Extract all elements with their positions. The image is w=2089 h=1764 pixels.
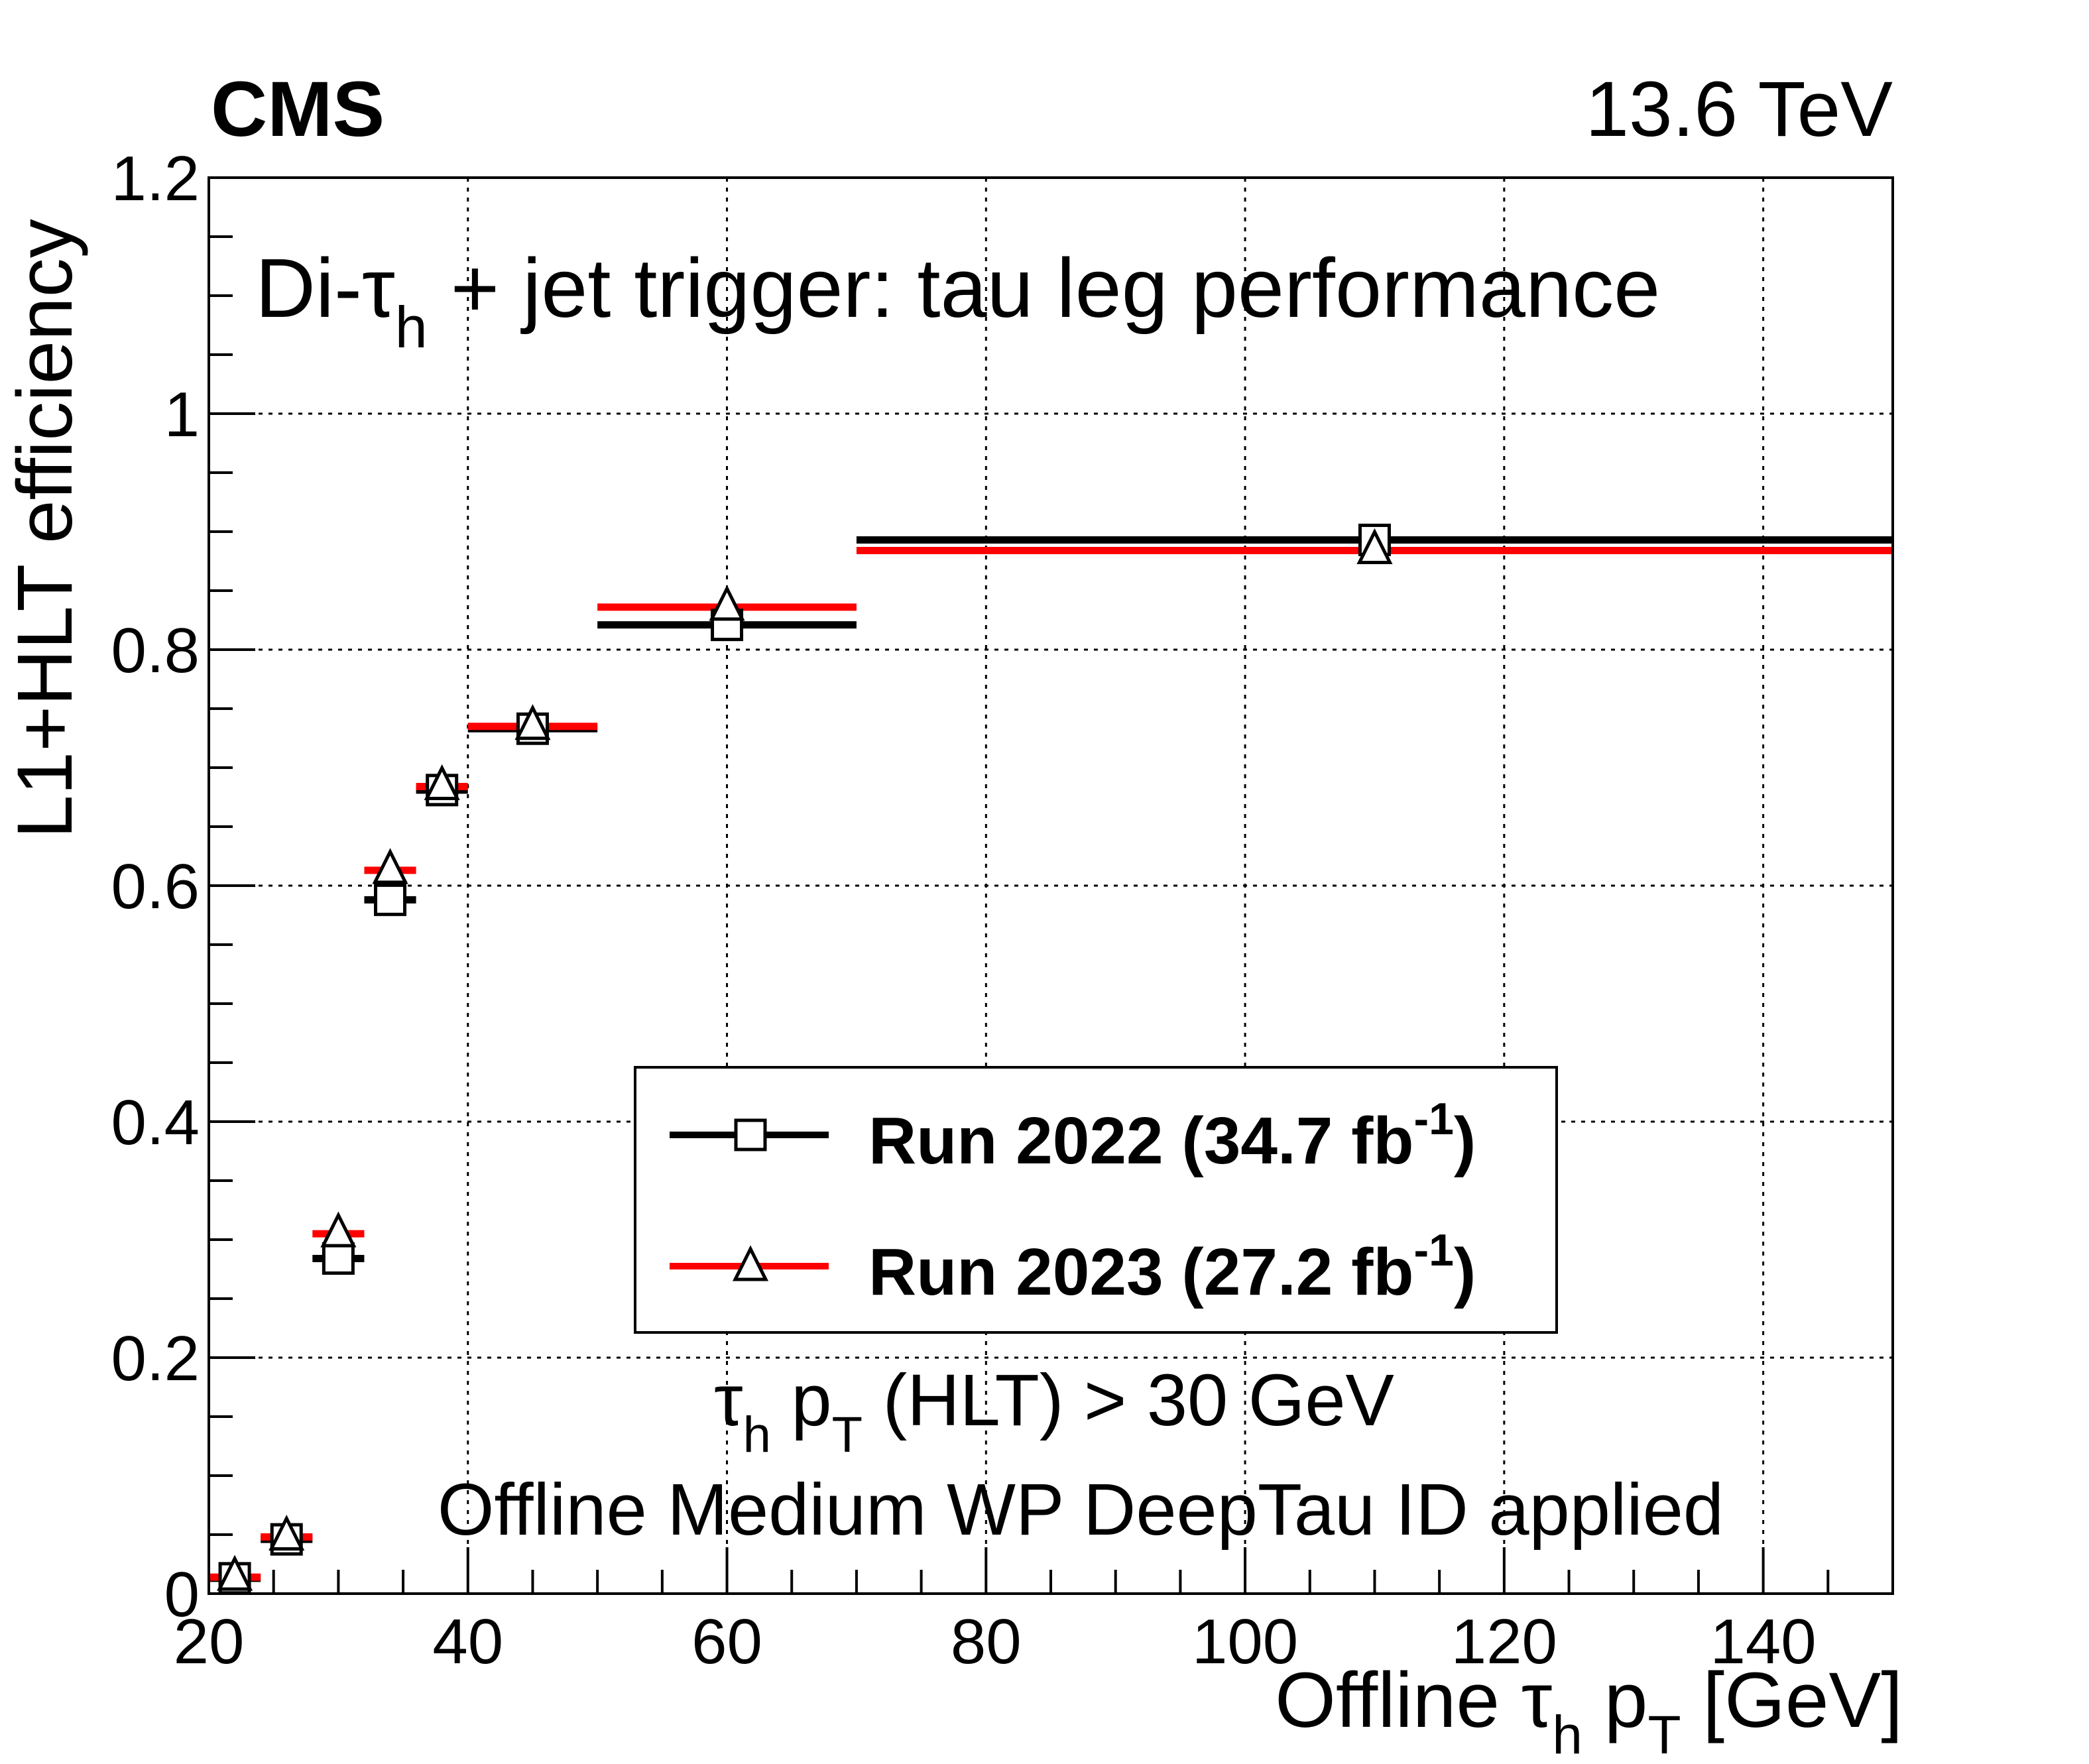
legend-label-2023: Run 2023 (27.2 fb-1) xyxy=(868,1225,1476,1309)
y-tick-label: 0.8 xyxy=(111,615,200,686)
title-suffix: + jet trigger: tau leg performance xyxy=(428,241,1660,335)
y-tick-label: 0.2 xyxy=(111,1323,200,1394)
legend-entry-2022: Run 2022 (34.7 fb-1) xyxy=(670,1094,1476,1178)
title-prefix: Di-τ xyxy=(255,241,395,335)
energy-label: 13.6 TeV xyxy=(1585,66,1893,153)
triangle-marker xyxy=(269,1514,305,1551)
title-subscript: h xyxy=(395,294,428,360)
legend: Run 2022 (34.7 fb-1) Run 2023 (27.2 fb-1… xyxy=(634,1066,1558,1334)
open-triangle-marker-icon xyxy=(732,1245,769,1281)
markers-run-2023 xyxy=(217,528,1393,1591)
cut-annotation: τh pT (HLT) > 30 GeV xyxy=(714,1360,1394,1463)
legend-label-2022: Run 2022 (34.7 fb-1) xyxy=(868,1094,1476,1178)
y-tick-label: 0.6 xyxy=(111,851,200,922)
square-marker xyxy=(322,1242,355,1275)
grid-lines xyxy=(209,178,1893,1594)
open-square-marker-icon xyxy=(734,1118,767,1151)
triangle-marker xyxy=(372,848,408,884)
x-tick-label: 60 xyxy=(691,1606,762,1677)
y-tick-label: 1 xyxy=(164,379,200,450)
x-tick-label: 80 xyxy=(951,1606,1022,1677)
triangle-marker xyxy=(514,704,551,740)
y-axis-title: L1+HLT efficiency xyxy=(1,219,89,839)
experiment-label: CMS xyxy=(211,66,385,153)
legend-box xyxy=(634,1066,1558,1334)
triangle-marker xyxy=(424,764,460,800)
triangle-marker xyxy=(320,1211,357,1248)
plot-frame xyxy=(208,176,1894,1595)
legend-entry-2023: Run 2023 (27.2 fb-1) xyxy=(670,1225,1476,1309)
x-tick-label: 20 xyxy=(174,1606,245,1677)
square-marker xyxy=(374,883,407,916)
y-tick-label: 0.4 xyxy=(111,1087,200,1158)
x-tick-label: 40 xyxy=(432,1606,503,1677)
x-tick-label: 120 xyxy=(1451,1606,1557,1677)
x-tick-label: 140 xyxy=(1710,1606,1817,1677)
triangle-marker xyxy=(217,1555,253,1591)
id-annotation: Offline Medium WP DeepTau ID applied xyxy=(438,1469,1724,1551)
axes: 20 40 60 80 100 120 140 0 0.2 0.4 0.6 0.8 1 1.2 xyxy=(111,143,1894,1677)
triangle-marker xyxy=(709,585,745,621)
y-tick-label: 0 xyxy=(164,1559,200,1630)
triangle-marker xyxy=(1356,528,1393,564)
x-axis-title: Offline τh pT [GeV] xyxy=(1275,1657,1903,1764)
plot-title: Di-τh + jet trigger: tau leg performance xyxy=(255,241,1660,360)
x-tick-label: 100 xyxy=(1192,1606,1298,1677)
y-tick-label: 1.2 xyxy=(111,143,200,214)
